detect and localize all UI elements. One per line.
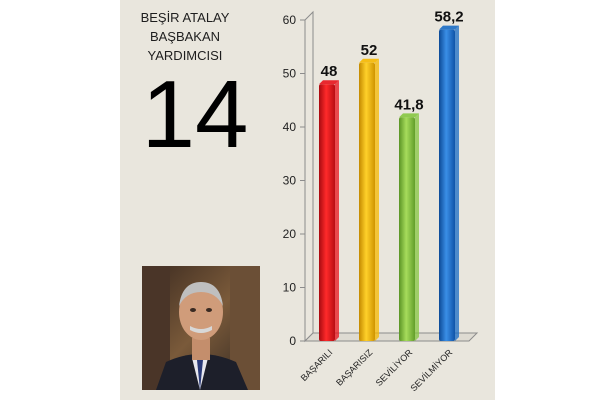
x-tick-label: BAŞARILI	[299, 347, 335, 383]
bar-side	[455, 25, 459, 341]
value-label: 58,2	[434, 9, 463, 26]
x-tick-label: SEVİLİYOR	[374, 347, 415, 388]
person-name: BEŞİR ATALAY	[140, 10, 230, 25]
x-axis-floor	[303, 332, 479, 342]
bar-side	[335, 80, 339, 341]
bar-3	[399, 117, 415, 342]
bar-top	[359, 58, 379, 63]
rank-number: 14	[141, 61, 249, 168]
person-photo	[142, 266, 260, 390]
x-tick-label: SEVİLMİYOR	[408, 347, 454, 393]
bar-side	[375, 58, 379, 342]
person-title: BAŞBAKAN YARDIMCISI	[147, 29, 223, 63]
chart-bars	[319, 25, 459, 342]
value-label: 41,8	[394, 96, 423, 113]
person-name-block: BEŞİR ATALAY BAŞBAKAN YARDIMCISI	[130, 8, 240, 65]
bar-top	[319, 80, 339, 85]
bar-top	[399, 113, 419, 118]
bar-1	[319, 84, 335, 341]
y-tick-label: 40	[283, 120, 297, 134]
value-label: 52	[361, 42, 378, 59]
y-axis-wall	[304, 10, 314, 343]
value-label: 48	[321, 63, 338, 80]
y-tick-label: 30	[283, 174, 297, 188]
bar-side	[415, 113, 419, 342]
y-tick-label: 60	[283, 13, 297, 27]
y-tick-label: 0	[289, 334, 296, 348]
x-tick-label: BAŞARISIZ	[334, 347, 375, 388]
bar-4	[439, 29, 455, 341]
bar-top	[439, 25, 459, 30]
chart-axes: 0 10 20 30 40 50 60	[283, 10, 479, 348]
y-tick-label: 10	[283, 281, 297, 295]
bar-2	[359, 62, 375, 342]
y-tick-label: 50	[283, 67, 297, 81]
y-tick-label: 20	[283, 227, 297, 241]
